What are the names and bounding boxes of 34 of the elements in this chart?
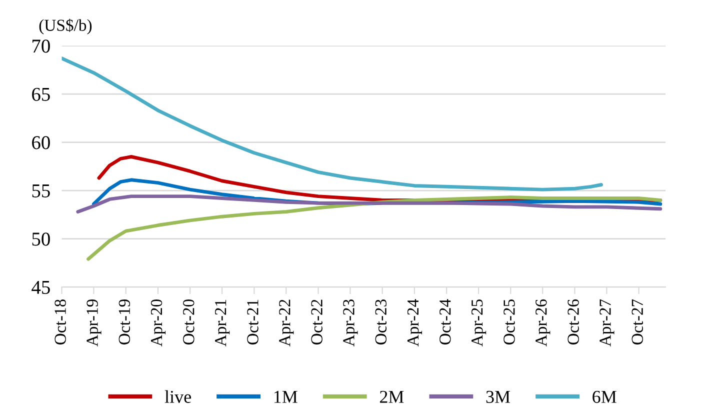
line-series (86, 196, 662, 261)
y-tick-label: 55 (32, 184, 50, 198)
x-tick-label: Apr-19 (86, 300, 102, 346)
x-tick-label: Oct-19 (118, 300, 130, 344)
x-tick-label: Oct-25 (504, 299, 515, 344)
y-tick-label: 70 (32, 40, 50, 53)
legend-label: live (164, 390, 191, 403)
x-tick-label: Apr-25 (472, 299, 486, 346)
legend-label: 2M (380, 390, 404, 403)
x-tick-label: Oct-24 (440, 299, 451, 344)
line-series (62, 56, 603, 192)
x-tick-label: Oct-26 (568, 299, 579, 344)
x-tick-label: Apr-21 (215, 300, 230, 346)
y-tick-label: 50 (32, 232, 50, 246)
x-tick-label: Oct-23 (375, 299, 387, 344)
legend-label: 6M (592, 390, 616, 403)
x-tick-label: Apr-23 (343, 299, 358, 346)
line-series (76, 194, 662, 214)
x-tick-label: Oct-21 (247, 300, 258, 344)
x-tick-label: Oct-20 (183, 299, 194, 344)
y-tick-label: 45 (32, 280, 50, 294)
x-tick-label: Apr-27 (600, 299, 614, 346)
y-tick-label: 60 (32, 136, 50, 150)
legend-label: 3M (486, 390, 510, 403)
x-tick-label: Apr-22 (279, 300, 294, 346)
y-tick-label: 65 (32, 88, 50, 101)
x-tick-label: Oct-27 (632, 299, 643, 344)
y-axis-title: (US$/b) (39, 18, 92, 34)
x-tick-label: Oct-18 (54, 299, 66, 344)
x-tick-label: Oct-22 (311, 300, 322, 344)
legend-label: 1M (274, 390, 298, 403)
x-tick-label: Apr-24 (407, 299, 422, 346)
x-tick-label: Apr-26 (536, 299, 550, 346)
x-tick-label: Apr-20 (150, 299, 166, 346)
